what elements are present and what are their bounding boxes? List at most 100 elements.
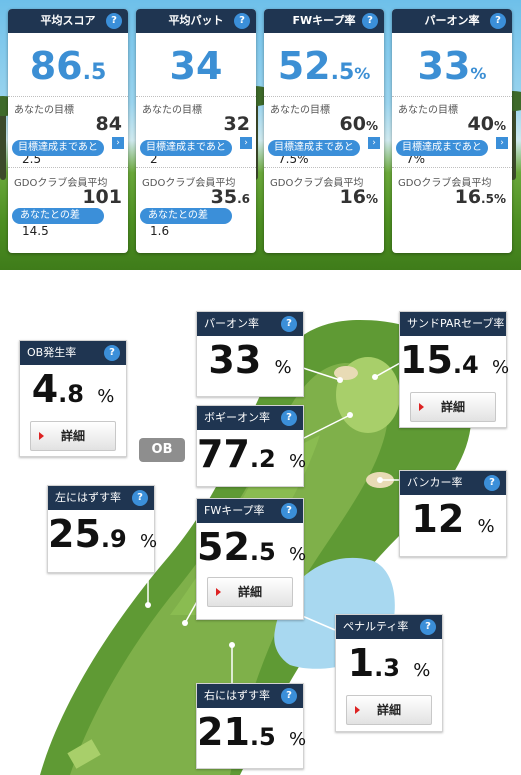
help-icon[interactable]: ?	[104, 345, 120, 361]
goal-value: 40%	[467, 113, 506, 135]
card-main-value: 34	[136, 33, 256, 97]
main-dec: .5	[82, 60, 107, 85]
avg-label: GDOクラブ会員平均	[14, 178, 108, 189]
card-main-value: 33%	[392, 33, 512, 97]
stat-fw-keep: FWキープ率? 52.5 % 詳細	[196, 498, 307, 620]
help-icon[interactable]: ?	[281, 410, 297, 426]
goal-label: あなたの目標	[270, 105, 330, 116]
avg-value: 16%	[339, 186, 378, 208]
avg-label: GDOクラブ会員平均	[270, 178, 364, 189]
diff-label: あなたとの差	[140, 208, 232, 224]
detail-button[interactable]: 詳細	[207, 577, 293, 607]
stat-penalty: ペナルティ率? 1.3 % 詳細	[335, 614, 443, 732]
detail-button[interactable]: 詳細	[30, 421, 116, 451]
help-icon[interactable]: ?	[281, 503, 297, 519]
stat-header: OB発生率?	[20, 341, 126, 365]
card-title: パーオン率	[424, 14, 480, 27]
bunker	[334, 366, 358, 380]
stat-value: 21.5 %	[197, 710, 307, 754]
goal-value: 60%	[339, 113, 378, 135]
stat-header: ボギーオン率?	[197, 406, 303, 430]
summary-card-paron: パーオン率 ? 33% あなたの目標 40% 目標達成まであと › 7% GDO…	[392, 9, 512, 253]
stat-left-miss: 左にはずす率? 25.9 %	[47, 485, 158, 573]
stat-paron: パーオン率? 33 %	[196, 311, 304, 397]
ob-marker: OB	[139, 438, 185, 462]
detail-button[interactable]: 詳細	[410, 392, 496, 422]
arrow-right-icon	[355, 706, 360, 714]
stat-value: 52.5 %	[197, 525, 307, 569]
stat-header: パーオン率?	[197, 312, 303, 336]
help-icon[interactable]: ?	[132, 490, 148, 506]
arrow-right-icon[interactable]: ›	[496, 137, 508, 149]
arrow-right-icon[interactable]: ›	[368, 137, 380, 149]
avg-value: 16.5%	[454, 186, 506, 208]
stat-value: 15.4 %	[400, 338, 510, 382]
avg-value: 101	[82, 186, 122, 208]
course-map: OB OB発生率? 4.8 % 詳細 パーオン率? 33 % サンドPARセーブ…	[0, 285, 521, 775]
stat-header: 右にはずす率?	[197, 684, 303, 708]
help-icon[interactable]: ?	[281, 316, 297, 332]
arrow-right-icon	[216, 588, 221, 596]
diff-value: 14.5	[22, 224, 49, 238]
help-icon[interactable]: ?	[281, 688, 297, 704]
goal-value: 84	[95, 113, 122, 135]
stat-header: 左にはずす率?	[48, 486, 154, 510]
stat-bogey-on: ボギーオン率? 77.2 %	[196, 405, 307, 487]
summary-section: 平均スコア ? 86.5 あなたの目標 84 目標達成まであと › 2 .5 GD…	[0, 0, 521, 270]
remain-label: 目標達成まであと	[140, 140, 232, 156]
stat-value: 77.2 %	[197, 432, 307, 476]
detail-button[interactable]: 詳細	[346, 695, 432, 725]
remain-label: 目標達成まであと	[268, 140, 360, 156]
diff-value: 1.6	[150, 224, 170, 238]
remain-row: 目標達成まであと ›	[8, 135, 128, 156]
tee-box	[67, 739, 101, 769]
remain-row: 目標達成まであと ›	[392, 135, 512, 156]
stat-header: バンカー率?	[400, 471, 506, 495]
remain-value: 2	[136, 152, 256, 168]
stat-value: 25.9 %	[48, 512, 158, 556]
arrow-right-icon	[419, 403, 424, 411]
stat-header: ペナルティ率?	[336, 615, 442, 639]
card-main-value: 86.5	[8, 33, 128, 97]
summary-card-score: 平均スコア ? 86.5 あなたの目標 84 目標達成まであと › 2.5 GD…	[8, 9, 128, 253]
diff-label: あなたとの差	[12, 208, 104, 224]
remain-row: 目標達成まであと ›	[264, 135, 384, 156]
arrow-right-icon[interactable]: ›	[112, 137, 124, 149]
help-icon[interactable]: ?	[106, 13, 122, 29]
goal-value: 32	[223, 113, 250, 135]
card-title: FWキープ率	[292, 14, 356, 27]
palm-tree-icon	[0, 96, 22, 180]
help-icon[interactable]: ?	[420, 619, 436, 635]
remain-label: 目標達成まであと	[12, 140, 104, 156]
card-header: FWキープ率 ?	[264, 9, 384, 33]
goal-label: あなたの目標	[398, 105, 458, 116]
remain-label: 目標達成まであと	[396, 140, 488, 156]
help-icon[interactable]: ?	[362, 13, 378, 29]
help-icon[interactable]: ?	[490, 13, 506, 29]
connector-dots	[145, 374, 383, 648]
arrow-right-icon[interactable]: ›	[240, 137, 252, 149]
summary-card-fw: FWキープ率 ? 52.5% あなたの目標 60% 目標達成まであと › 7.5…	[264, 9, 384, 253]
stat-header: サンドPARセーブ率	[400, 312, 506, 336]
stat-value: 33 %	[208, 338, 292, 382]
card-header: 平均スコア ?	[8, 9, 128, 33]
avg-value: 35.6	[210, 186, 250, 208]
stat-value: 1.3 %	[347, 641, 431, 685]
goal-label: あなたの目標	[14, 105, 74, 116]
stat-value: 4.8 %	[31, 367, 115, 411]
stat-sand-save: サンドPARセーブ率 15.4 % 詳細	[399, 311, 510, 428]
help-icon[interactable]: ?	[484, 475, 500, 491]
card-title: 平均パット	[168, 14, 224, 27]
stat-header: FWキープ率?	[197, 499, 303, 523]
remain-row: 目標達成まであと ›	[136, 135, 256, 156]
stat-ob: OB発生率? 4.8 % 詳細	[19, 340, 127, 457]
arrow-right-icon	[39, 432, 44, 440]
card-title: 平均スコア	[40, 14, 96, 27]
stat-bunker: バンカー率? 12 %	[399, 470, 507, 557]
avg-label: GDOクラブ会員平均	[142, 178, 236, 189]
help-icon[interactable]: ?	[234, 13, 250, 29]
stat-right-miss: 右にはずす率? 21.5 %	[196, 683, 307, 769]
main-int: 86	[29, 44, 83, 88]
card-header: 平均パット ?	[136, 9, 256, 33]
card-header: パーオン率 ?	[392, 9, 512, 33]
